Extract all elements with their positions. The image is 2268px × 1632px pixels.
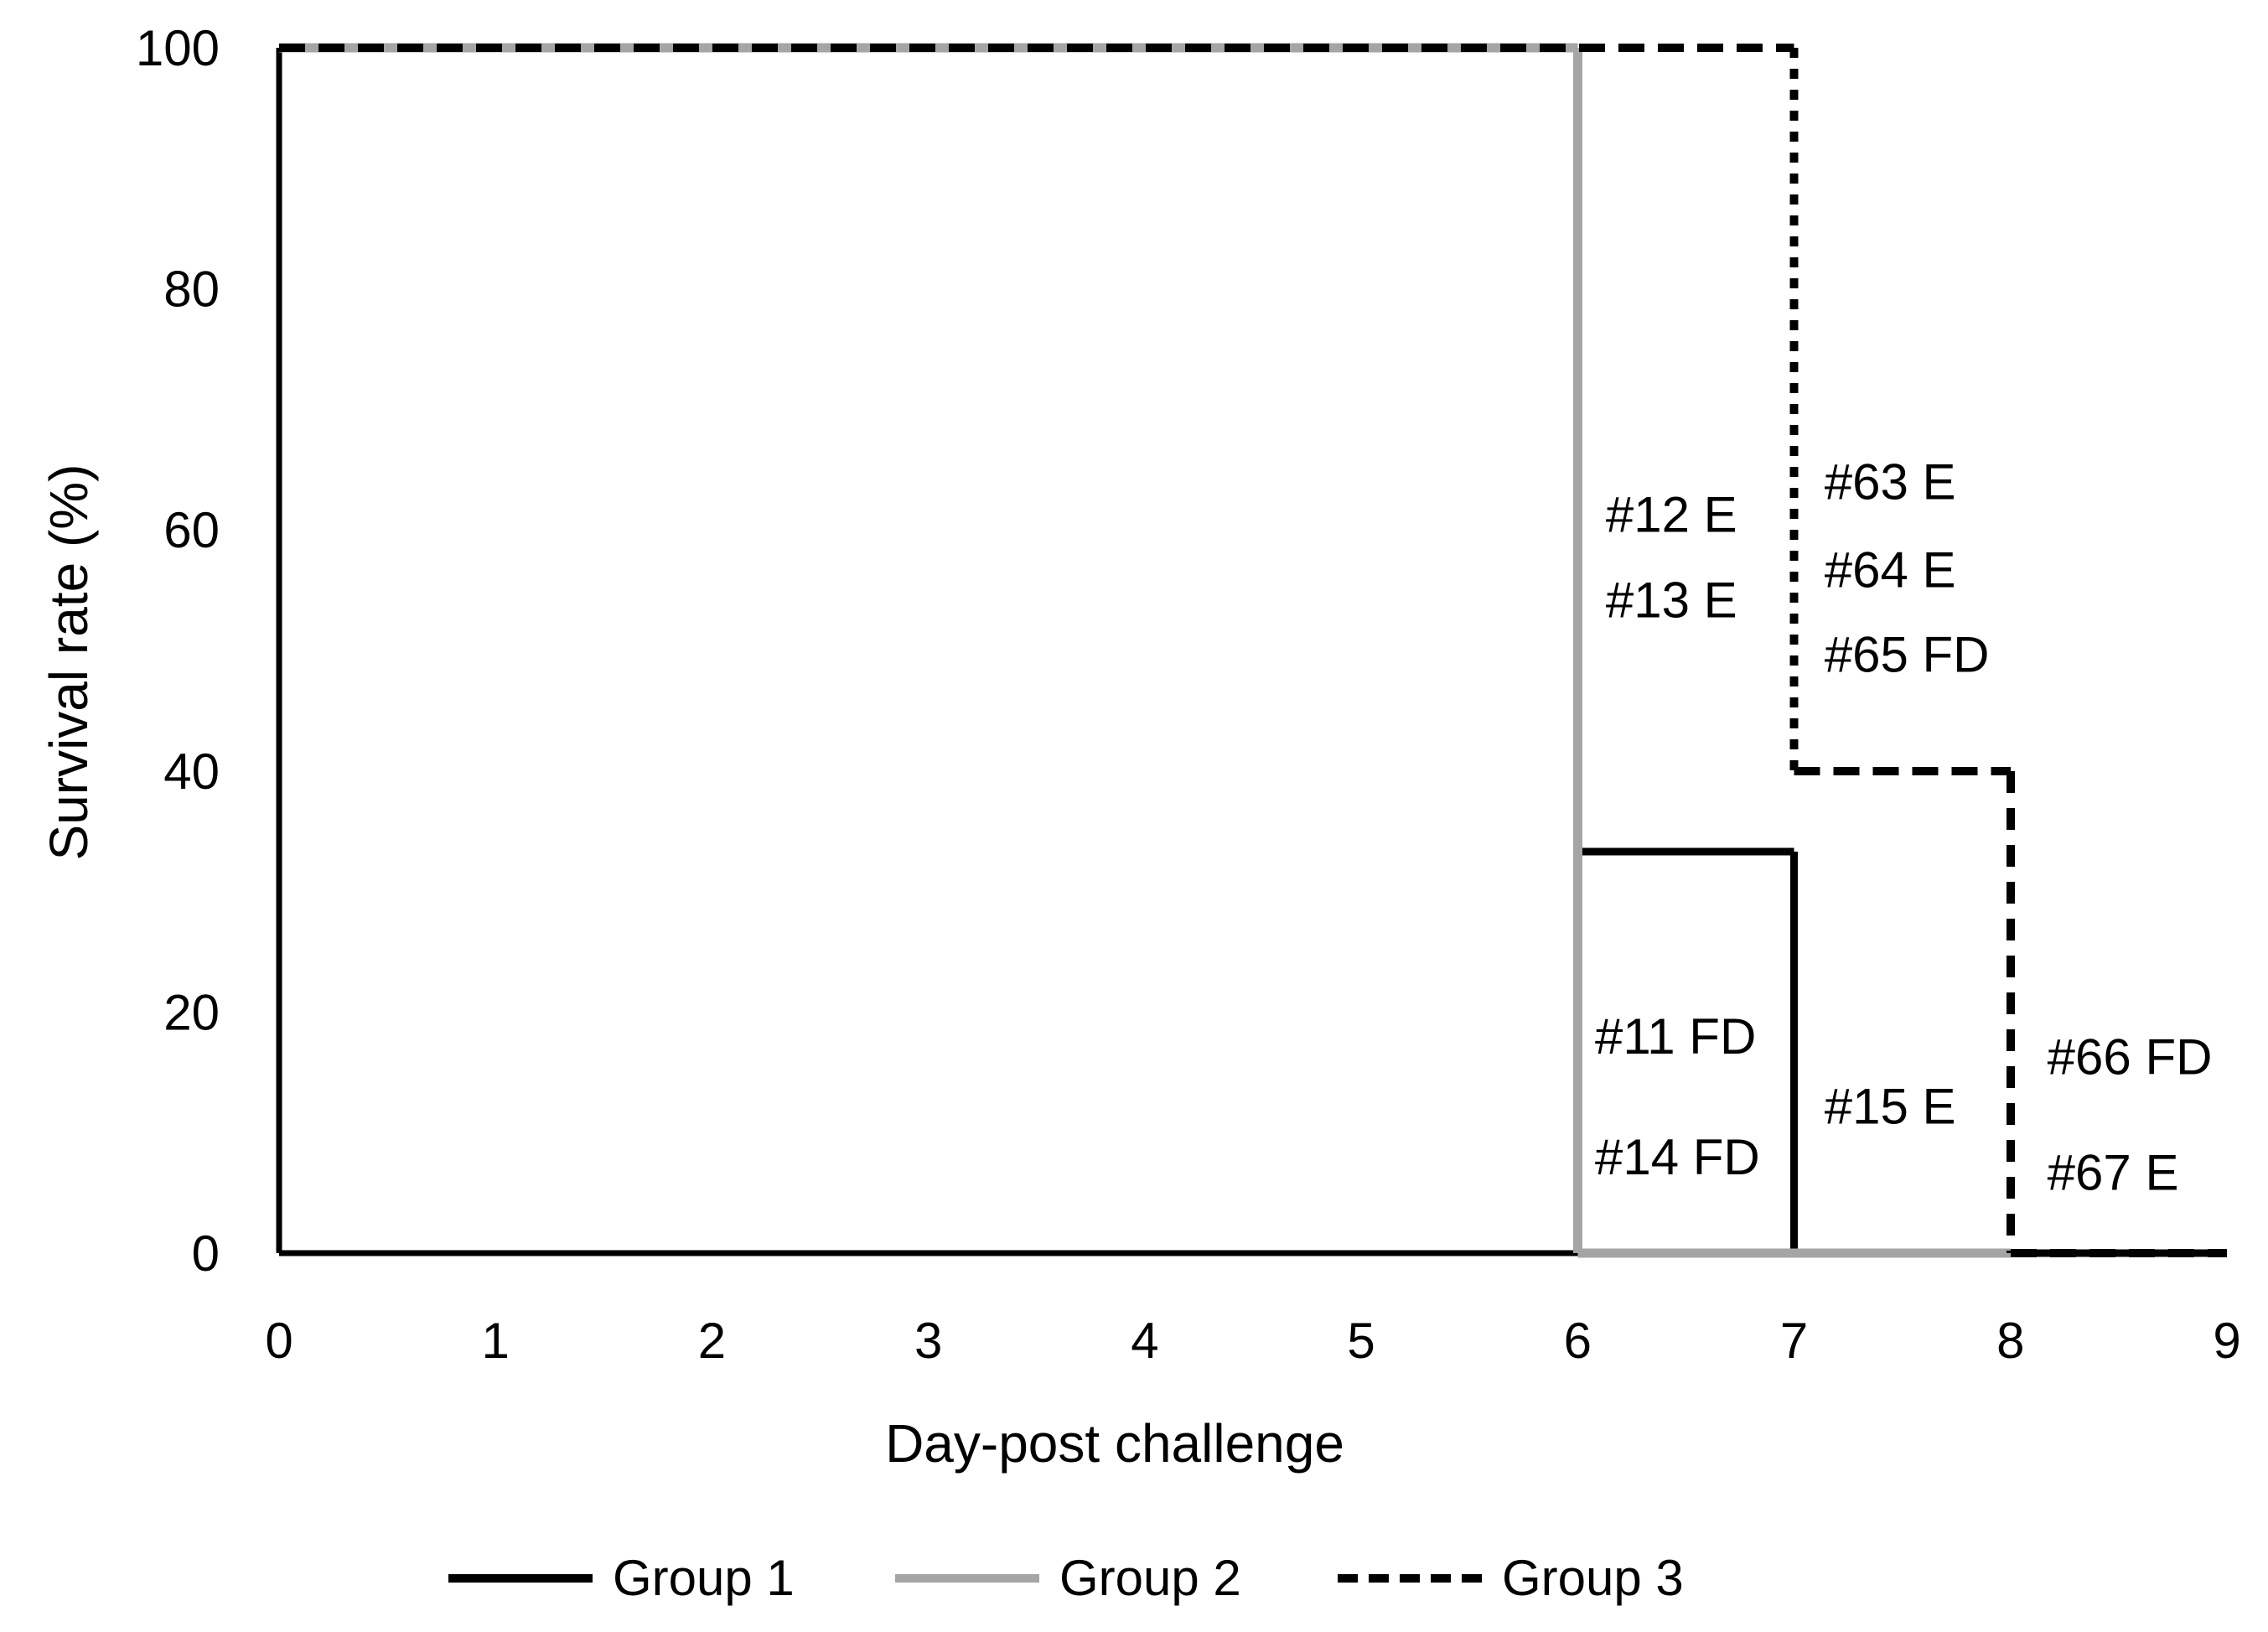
x-tick-label: 9 bbox=[2213, 1313, 2240, 1369]
annotation-label: #65 FD bbox=[1825, 626, 1990, 682]
annotation-label: #15 E bbox=[1825, 1079, 1956, 1135]
x-tick-label: 4 bbox=[1131, 1313, 1158, 1369]
x-tick-label: 5 bbox=[1347, 1313, 1375, 1369]
x-tick-label: 7 bbox=[1780, 1313, 1808, 1369]
x-tick-label: 8 bbox=[1996, 1313, 2024, 1369]
x-tick-label: 0 bbox=[265, 1313, 293, 1369]
x-tick-label: 1 bbox=[482, 1313, 510, 1369]
annotation-label: #11 FD bbox=[1595, 1008, 1756, 1065]
x-axis-title: Day-post challenge bbox=[885, 1413, 1344, 1474]
annotation-label: #64 E bbox=[1825, 542, 1956, 598]
tick-layer: 0 20 40 60 80 100 0 1 2 3 4 5 6 7 8 9 bbox=[136, 20, 2241, 1369]
x-tick-label: 2 bbox=[698, 1313, 726, 1369]
y-tick-label: 0 bbox=[192, 1225, 220, 1282]
y-tick-label: 40 bbox=[163, 743, 220, 800]
series-layer bbox=[279, 43, 2227, 1258]
x-tick-label: 3 bbox=[914, 1313, 942, 1369]
y-tick-label: 20 bbox=[163, 984, 220, 1040]
annotation-label: #14 FD bbox=[1595, 1129, 1760, 1185]
legend-label-group2: Group 2 bbox=[1059, 1550, 1241, 1606]
x-tick-label: 6 bbox=[1564, 1313, 1592, 1369]
annotation-label: #63 E bbox=[1825, 454, 1956, 510]
y-tick-label: 100 bbox=[136, 20, 220, 76]
legend-label-group3: Group 3 bbox=[1502, 1550, 1684, 1606]
annotation-label: #67 E bbox=[2048, 1145, 2179, 1201]
legend: Group 1 Group 2 Group 3 bbox=[448, 1550, 1684, 1606]
y-axis-title: Survival rate (%) bbox=[39, 464, 99, 861]
y-tick-label: 80 bbox=[163, 262, 220, 318]
y-tick-label: 60 bbox=[163, 502, 220, 558]
legend-label-group1: Group 1 bbox=[613, 1550, 795, 1606]
annotation-label: #12 E bbox=[1606, 487, 1737, 543]
annotation-layer: #12 E #13 E #63 E #64 E #65 FD #11 FD #14 FD #1… bbox=[1595, 454, 2212, 1201]
annotation-label: #13 E bbox=[1606, 572, 1737, 629]
annotation-label: #66 FD bbox=[2048, 1029, 2213, 1085]
